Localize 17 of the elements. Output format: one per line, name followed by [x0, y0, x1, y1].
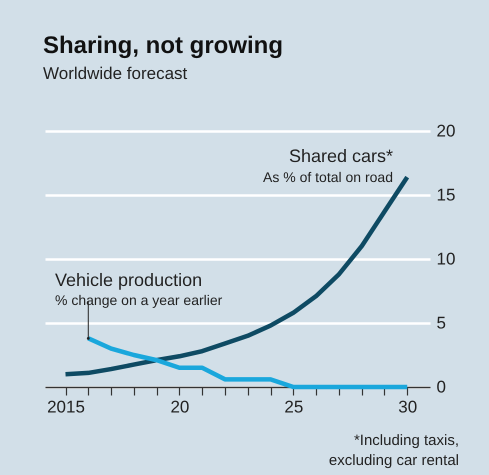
text: Vehicle production	[55, 270, 202, 290]
y-tick-label: 0	[436, 378, 446, 396]
annotation: As % of total on road	[263, 169, 393, 185]
y-tick-label: 20	[436, 122, 456, 140]
series-label: Shared cars*	[288, 146, 393, 166]
chart-title: Sharing, not growing	[43, 32, 283, 59]
text: *Including taxis, excluding car rental	[328, 432, 459, 469]
line-series	[86, 336, 410, 390]
y-tick-label: 10	[436, 250, 456, 268]
x-tick-label: 30	[398, 398, 418, 416]
x-tick-label: 25	[284, 398, 304, 416]
y-tick-label: 5	[436, 314, 446, 332]
x-tick-label: 2015	[47, 398, 85, 416]
annotation: % change on a year earlier	[55, 292, 223, 308]
chart-subtitle: Worldwide forecast	[43, 64, 188, 83]
x-tick-label: 20	[170, 398, 190, 416]
y-tick-label: 15	[436, 186, 456, 204]
